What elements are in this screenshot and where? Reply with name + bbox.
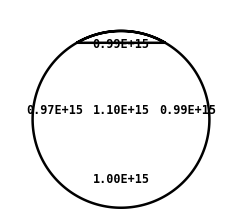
Text: 1.00E+15: 1.00E+15 (92, 173, 150, 185)
Text: 0.99E+15: 0.99E+15 (159, 104, 216, 117)
Text: 0.99E+15: 0.99E+15 (92, 38, 150, 51)
Text: 1.10E+15: 1.10E+15 (92, 104, 150, 117)
Polygon shape (33, 31, 209, 208)
Text: 0.97E+15: 0.97E+15 (26, 104, 83, 117)
